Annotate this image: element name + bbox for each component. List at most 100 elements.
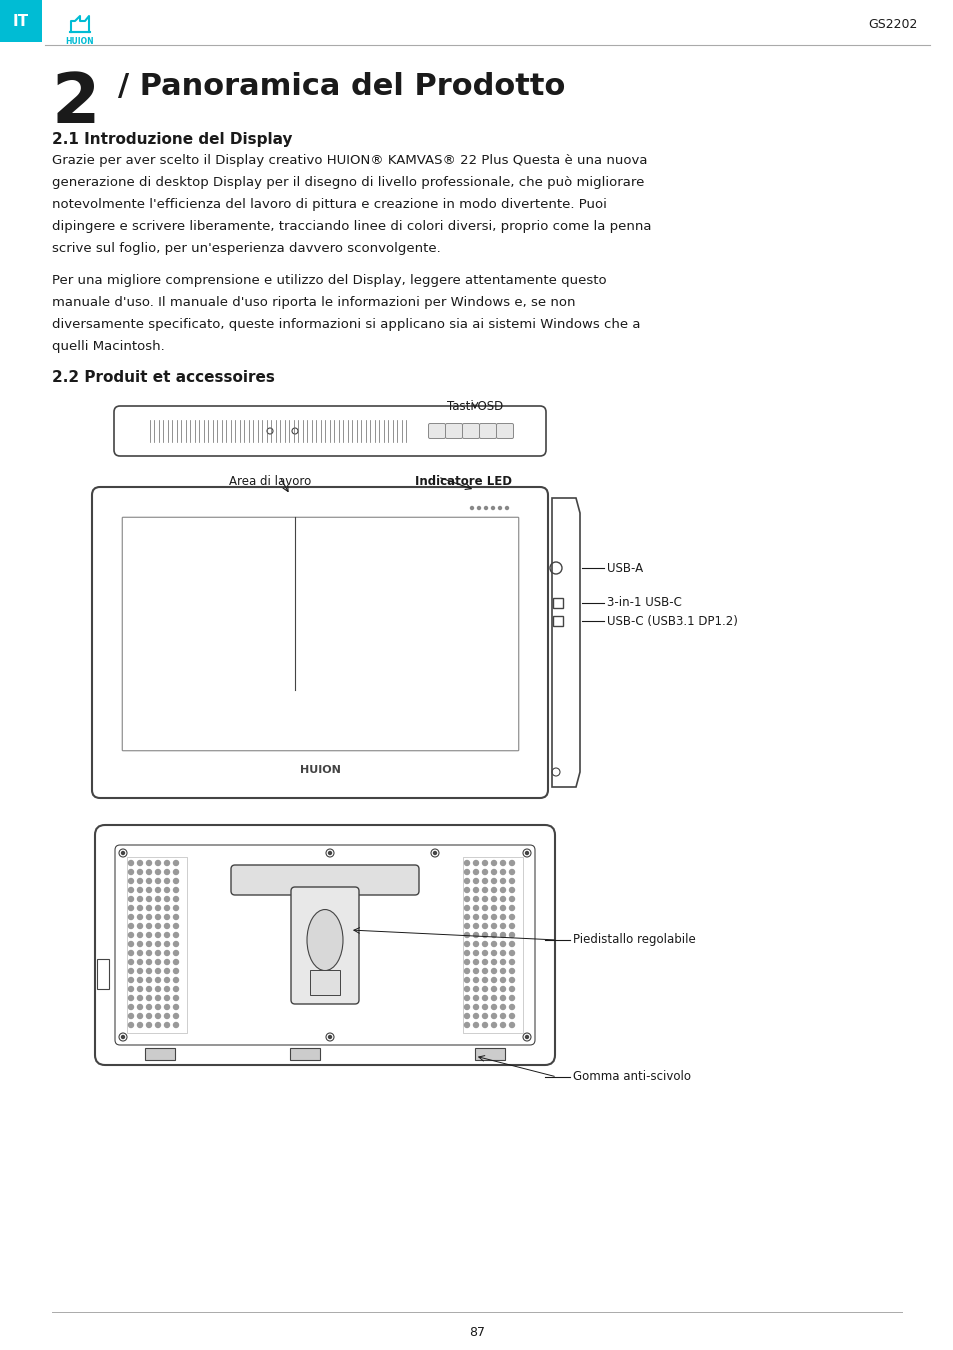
Text: dipingere e scrivere liberamente, tracciando linee di colori diversi, proprio co: dipingere e scrivere liberamente, tracci… <box>52 220 651 234</box>
Circle shape <box>473 1022 478 1027</box>
Circle shape <box>147 960 152 964</box>
Polygon shape <box>552 498 579 787</box>
Circle shape <box>482 960 487 964</box>
Circle shape <box>473 879 478 883</box>
Text: HUION: HUION <box>66 36 94 46</box>
FancyBboxPatch shape <box>231 865 418 895</box>
Circle shape <box>137 950 142 956</box>
Circle shape <box>473 960 478 964</box>
Circle shape <box>173 914 178 919</box>
Circle shape <box>121 852 125 855</box>
Circle shape <box>137 1004 142 1010</box>
Circle shape <box>164 879 170 883</box>
Circle shape <box>155 896 160 902</box>
Text: manuale d'uso. Il manuale d'uso riporta le informazioni per Windows e, se non: manuale d'uso. Il manuale d'uso riporta … <box>52 296 575 309</box>
Circle shape <box>147 914 152 919</box>
Text: HUION: HUION <box>299 765 340 775</box>
Circle shape <box>155 879 160 883</box>
Circle shape <box>328 852 331 855</box>
Circle shape <box>129 941 133 946</box>
Circle shape <box>491 950 496 956</box>
Circle shape <box>147 860 152 865</box>
Circle shape <box>155 987 160 991</box>
Circle shape <box>147 1004 152 1010</box>
Circle shape <box>482 968 487 973</box>
Circle shape <box>500 987 505 991</box>
Circle shape <box>509 860 514 865</box>
Circle shape <box>137 977 142 983</box>
Circle shape <box>491 1014 496 1018</box>
Text: / Panoramica del Prodotto: / Panoramica del Prodotto <box>118 73 565 101</box>
Circle shape <box>470 506 473 509</box>
Circle shape <box>500 1014 505 1018</box>
Circle shape <box>464 987 469 991</box>
Circle shape <box>129 1014 133 1018</box>
Circle shape <box>137 896 142 902</box>
Text: USB-C (USB3.1 DP1.2): USB-C (USB3.1 DP1.2) <box>606 614 737 628</box>
Bar <box>122 517 517 751</box>
Circle shape <box>147 896 152 902</box>
Circle shape <box>129 896 133 902</box>
Circle shape <box>173 923 178 929</box>
Circle shape <box>173 906 178 910</box>
Circle shape <box>137 906 142 910</box>
Circle shape <box>173 950 178 956</box>
Circle shape <box>482 914 487 919</box>
Text: scrive sul foglio, per un'esperienza davvero sconvolgente.: scrive sul foglio, per un'esperienza dav… <box>52 242 440 255</box>
Circle shape <box>482 941 487 946</box>
Circle shape <box>491 941 496 946</box>
Circle shape <box>155 1022 160 1027</box>
Text: 2.1 Introduzione del Display: 2.1 Introduzione del Display <box>52 132 293 147</box>
Circle shape <box>464 1022 469 1027</box>
Text: diversamente specificato, queste informazioni si applicano sia ai sistemi Window: diversamente specificato, queste informa… <box>52 319 639 331</box>
Circle shape <box>509 1004 514 1010</box>
Circle shape <box>500 941 505 946</box>
Circle shape <box>491 879 496 883</box>
Circle shape <box>147 995 152 1000</box>
Circle shape <box>464 923 469 929</box>
Circle shape <box>473 1014 478 1018</box>
Circle shape <box>464 941 469 946</box>
Text: Area di lavoro: Area di lavoro <box>229 475 311 487</box>
Circle shape <box>482 987 487 991</box>
Circle shape <box>464 860 469 865</box>
Circle shape <box>473 933 478 937</box>
Circle shape <box>500 896 505 902</box>
Circle shape <box>155 1004 160 1010</box>
Circle shape <box>491 1004 496 1010</box>
Bar <box>127 857 187 1033</box>
Circle shape <box>484 506 487 509</box>
Text: Per una migliore comprensione e utilizzo del Display, leggere attentamente quest: Per una migliore comprensione e utilizzo… <box>52 274 606 288</box>
Circle shape <box>155 860 160 865</box>
Circle shape <box>500 869 505 875</box>
FancyBboxPatch shape <box>445 424 462 439</box>
Circle shape <box>173 987 178 991</box>
Circle shape <box>509 906 514 910</box>
FancyBboxPatch shape <box>291 887 358 1004</box>
Circle shape <box>164 933 170 937</box>
Circle shape <box>155 914 160 919</box>
Circle shape <box>129 1022 133 1027</box>
Circle shape <box>147 968 152 973</box>
Circle shape <box>129 933 133 937</box>
Circle shape <box>482 1022 487 1027</box>
Circle shape <box>464 1004 469 1010</box>
Circle shape <box>147 1022 152 1027</box>
Circle shape <box>473 1004 478 1010</box>
Circle shape <box>137 933 142 937</box>
Circle shape <box>155 968 160 973</box>
Circle shape <box>155 887 160 892</box>
Circle shape <box>491 906 496 910</box>
Circle shape <box>500 914 505 919</box>
Text: Grazie per aver scelto il Display creativo HUION® KAMVAS® 22 Plus Questa è una n: Grazie per aver scelto il Display creati… <box>52 154 647 167</box>
Circle shape <box>509 977 514 983</box>
Circle shape <box>173 1022 178 1027</box>
Bar <box>145 1048 174 1060</box>
Circle shape <box>173 1014 178 1018</box>
Circle shape <box>482 923 487 929</box>
Circle shape <box>137 968 142 973</box>
Circle shape <box>464 950 469 956</box>
Circle shape <box>473 906 478 910</box>
Circle shape <box>173 860 178 865</box>
Circle shape <box>491 968 496 973</box>
